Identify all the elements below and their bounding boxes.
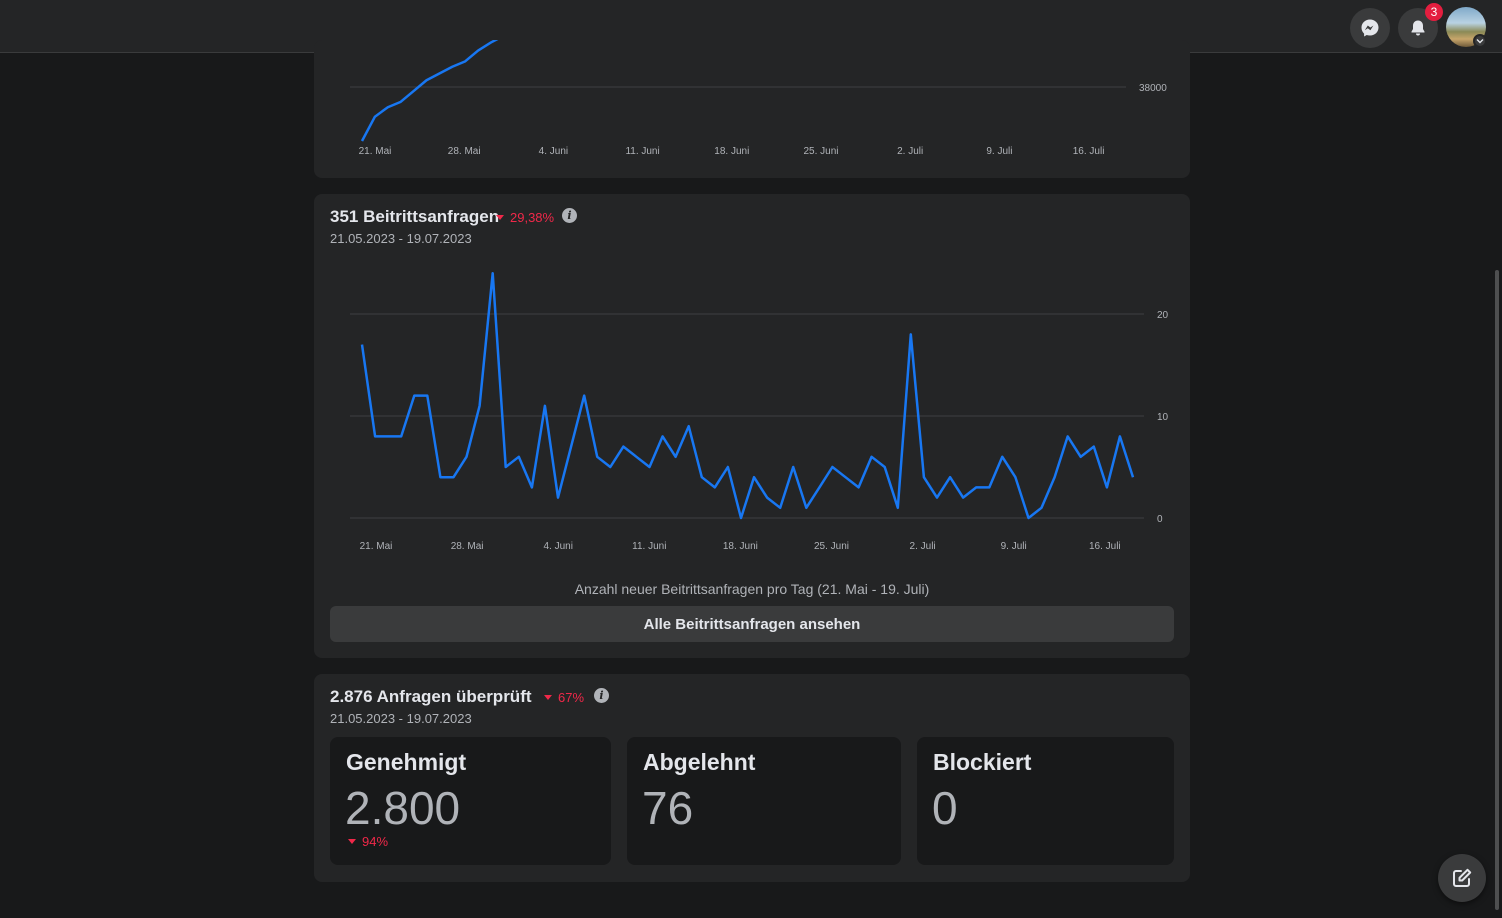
members-line bbox=[360, 40, 499, 142]
compose-button[interactable] bbox=[1438, 854, 1486, 902]
info-icon[interactable]: i bbox=[562, 208, 577, 223]
members-card: 38000 21. Mai 28. Mai 4. Juni 11. Juni 18. Ju… bbox=[314, 40, 1190, 178]
stat-label: Abgelehnt bbox=[643, 749, 756, 775]
requests-delta: 29,38% bbox=[496, 210, 554, 225]
notifications-button[interactable] bbox=[1398, 8, 1438, 48]
x-tick-label: 2. Juli bbox=[897, 146, 923, 157]
stat-label: Genehmigt bbox=[346, 749, 467, 775]
reviewed-delta: 67% bbox=[544, 690, 584, 705]
reviewed-delta-value: 67% bbox=[558, 690, 585, 705]
scrollbar-thumb[interactable] bbox=[1495, 270, 1499, 910]
stat-value: 2.800 bbox=[345, 782, 461, 834]
x-tick-label: 21. Mai bbox=[359, 146, 392, 157]
requests-line bbox=[360, 271, 1135, 520]
y-tick-label: 38000 bbox=[1139, 83, 1167, 94]
messenger-icon bbox=[1361, 19, 1379, 37]
x-tick-label: 21. Mai bbox=[360, 541, 393, 552]
x-tick-label: 18. Juni bbox=[714, 146, 749, 157]
x-tick-label: 4. Juni bbox=[539, 146, 568, 157]
stat-approved: Genehmigt 2.800 94% bbox=[330, 737, 611, 865]
x-tick-label: 2. Juli bbox=[910, 541, 936, 552]
reviewed-card: 2.876 Anfragen überprüft 67% i 21.05.202… bbox=[314, 674, 1190, 882]
down-arrow-icon bbox=[496, 215, 504, 220]
messenger-button[interactable] bbox=[1350, 8, 1390, 48]
x-tick-label: 28. Mai bbox=[451, 541, 484, 552]
requests-delta-value: 29,38% bbox=[510, 210, 555, 225]
requests-date-range: 21.05.2023 - 19.07.2023 bbox=[330, 231, 472, 246]
requests-title: 351 Beitrittsanfragen bbox=[330, 207, 500, 226]
chart-caption: Anzahl neuer Beitrittsanfragen pro Tag (… bbox=[574, 581, 930, 597]
reviewed-title: 2.876 Anfragen überprüft bbox=[330, 687, 532, 706]
x-tick-label: 4. Juni bbox=[543, 541, 572, 552]
notification-badge: 3 bbox=[1425, 3, 1443, 21]
reviewed-date-range: 21.05.2023 - 19.07.2023 bbox=[330, 711, 472, 726]
requests-card: 351 Beitrittsanfragen 29,38% i 21.05.202… bbox=[314, 194, 1190, 658]
view-all-requests-button[interactable]: Alle Beitrittsanfragen ansehen bbox=[330, 606, 1174, 642]
x-tick-label: 9. Juli bbox=[1001, 541, 1027, 552]
y-tick-label: 10 bbox=[1157, 412, 1169, 423]
stat-declined: Abgelehnt 76 bbox=[627, 737, 901, 865]
bell-icon bbox=[1411, 20, 1425, 36]
stat-delta-value: 94% bbox=[362, 834, 389, 849]
y-tick-label: 20 bbox=[1157, 310, 1169, 321]
x-tick-label: 25. Juni bbox=[814, 541, 849, 552]
stat-blocked: Blockiert 0 bbox=[917, 737, 1174, 865]
x-tick-label: 16. Juli bbox=[1073, 146, 1105, 157]
x-tick-label: 18. Juni bbox=[723, 541, 758, 552]
x-tick-label: 11. Juni bbox=[632, 541, 666, 552]
x-tick-label: 25. Juni bbox=[803, 146, 838, 157]
down-arrow-icon bbox=[544, 695, 552, 700]
stat-delta: 94% bbox=[348, 834, 388, 849]
x-tick-label: 16. Juli bbox=[1089, 541, 1121, 552]
y-tick-label: 0 bbox=[1157, 514, 1163, 525]
x-tick-label: 11. Juni bbox=[625, 146, 659, 157]
x-tick-label: 28. Mai bbox=[448, 146, 481, 157]
stat-label: Blockiert bbox=[933, 749, 1032, 775]
stat-value: 76 bbox=[642, 782, 694, 834]
x-tick-label: 9. Juli bbox=[986, 146, 1012, 157]
members-chart: 38000 21. Mai 28. Mai 4. Juni 11. Juni 18. Ju… bbox=[350, 40, 1167, 157]
requests-chart: 0 10 20 21. Mai 28. Mai 4. Juni 11. Juni 18. Ju… bbox=[350, 271, 1169, 552]
stat-value: 0 bbox=[932, 782, 958, 834]
down-arrow-icon bbox=[348, 839, 356, 844]
info-icon[interactable]: i bbox=[594, 688, 609, 703]
compose-icon bbox=[1453, 868, 1472, 887]
chevron-down-icon[interactable] bbox=[1473, 34, 1487, 48]
